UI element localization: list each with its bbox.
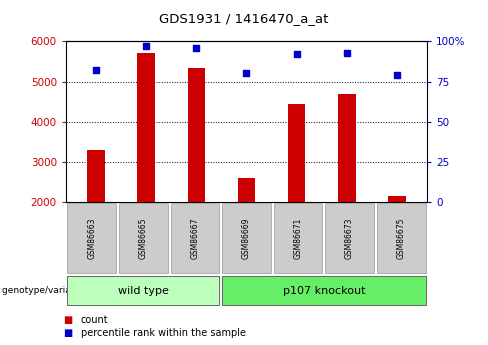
Text: GSM86669: GSM86669 (242, 217, 251, 259)
Bar (288, 104, 305, 202)
Point (393, 72, 401, 78)
Bar (137, 53, 155, 202)
Point (243, 71, 250, 76)
Text: GDS1931 / 1416470_a_at: GDS1931 / 1416470_a_at (159, 12, 329, 25)
Text: ■: ■ (63, 315, 73, 325)
Text: GSM86665: GSM86665 (139, 217, 148, 259)
Text: count: count (81, 315, 108, 325)
Text: GSM86675: GSM86675 (397, 217, 406, 259)
Text: GSM86673: GSM86673 (345, 217, 354, 259)
Bar (388, 196, 406, 202)
Point (142, 43, 150, 49)
Text: GSM86671: GSM86671 (293, 217, 303, 259)
Text: wild type: wild type (118, 286, 169, 296)
Point (343, 50, 351, 56)
Point (92, 68, 100, 73)
Bar (338, 94, 356, 202)
Text: GSM86667: GSM86667 (190, 217, 200, 259)
Bar (87, 150, 105, 202)
Bar (238, 178, 255, 202)
Text: GSM86663: GSM86663 (87, 217, 96, 259)
Text: percentile rank within the sample: percentile rank within the sample (81, 328, 245, 338)
Text: genotype/variation  ▶: genotype/variation ▶ (2, 286, 102, 295)
Text: p107 knockout: p107 knockout (283, 286, 365, 296)
Text: ■: ■ (63, 328, 73, 338)
Point (192, 45, 200, 51)
Point (293, 51, 301, 57)
Bar (187, 68, 205, 202)
